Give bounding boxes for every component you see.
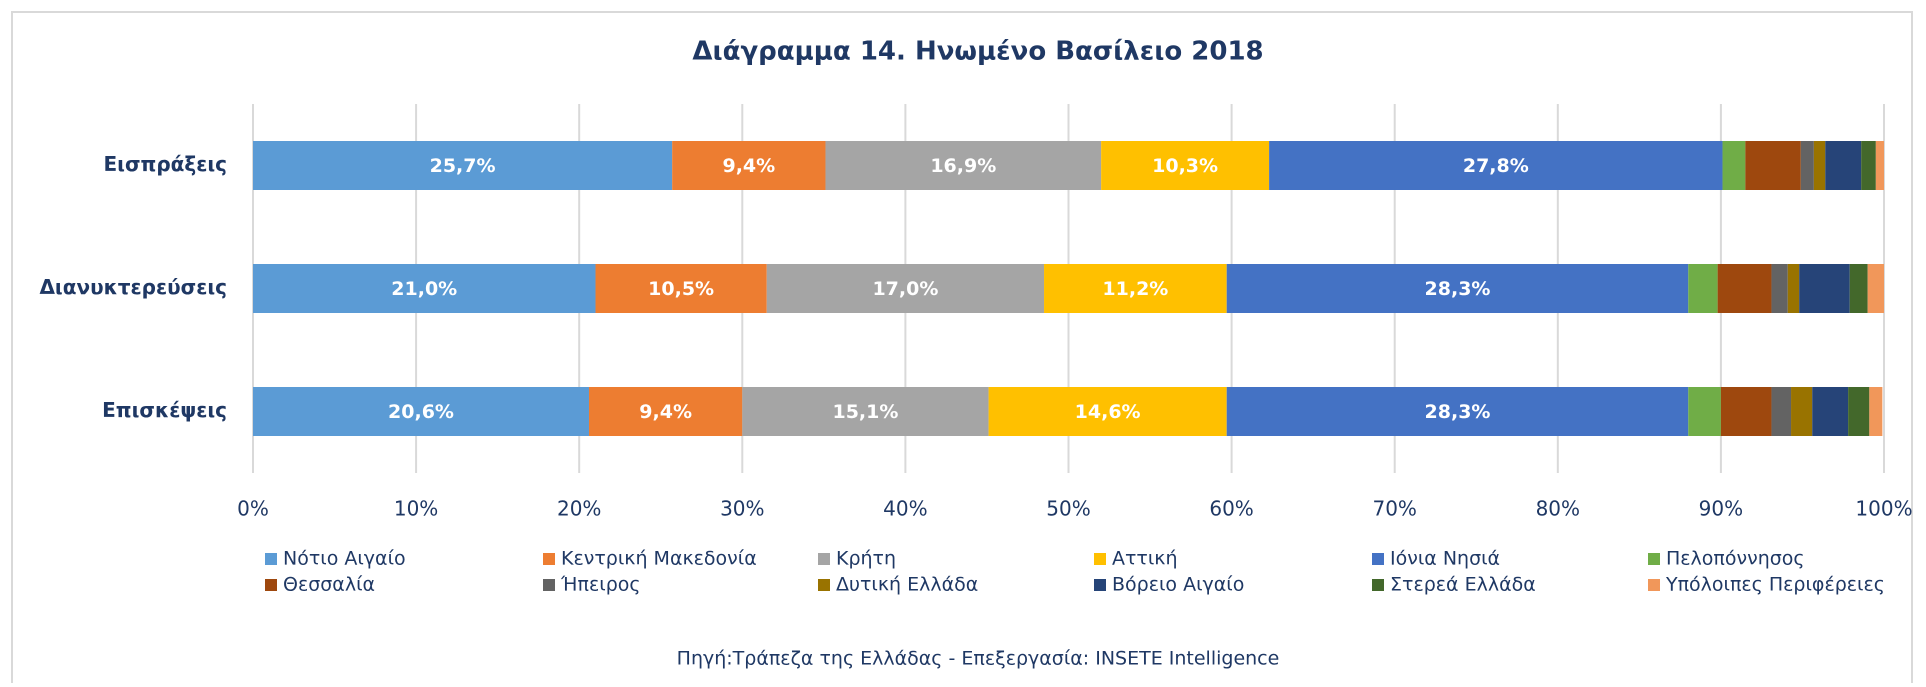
bar-segment (1869, 387, 1883, 436)
legend-label: Πελοπόννησος (1666, 548, 1805, 570)
bar-segment (988, 387, 1227, 436)
bar-segment (253, 264, 596, 313)
x-tick-label: 10% (394, 497, 438, 521)
data-label: 9,4% (722, 155, 775, 177)
bar-segment (1812, 387, 1849, 436)
data-label: 20,6% (388, 401, 454, 423)
legend-swatch (1372, 553, 1384, 565)
bar-segment (1044, 264, 1227, 313)
x-tick-label: 30% (720, 497, 764, 521)
bar-segment (1101, 141, 1270, 190)
bar-segment (1745, 141, 1801, 190)
bar-segment (1875, 141, 1884, 190)
bar-segment (588, 387, 743, 436)
legend-swatch (1372, 579, 1384, 591)
bar-segment (1720, 387, 1772, 436)
bar-segment (1722, 141, 1746, 190)
x-tick-label: 50% (1046, 497, 1090, 521)
bar-segment (1848, 387, 1870, 436)
legend-label: Ήπειρος (560, 574, 641, 596)
data-label: 25,7% (430, 155, 496, 177)
data-label: 27,8% (1463, 155, 1529, 177)
bar-segment (1825, 141, 1862, 190)
bar-segment (1771, 387, 1792, 436)
data-label: 16,9% (930, 155, 996, 177)
x-tick-label: 0% (237, 497, 269, 521)
bar-segment (672, 141, 826, 190)
legend-label: Αττική (1112, 548, 1178, 570)
legend-label: Κρήτη (836, 548, 896, 570)
legend-swatch (818, 579, 830, 591)
bar-segment (1813, 141, 1826, 190)
bar-segment (1867, 264, 1884, 313)
legend-swatch (1094, 579, 1106, 591)
legend-swatch (1648, 579, 1660, 591)
legend-label: Κεντρική Μακεδονία (561, 548, 757, 570)
bar-segment (742, 387, 989, 436)
y-tick-label: Διανυκτερεύσεις (39, 275, 227, 299)
bar-segment (1717, 264, 1772, 313)
legend-swatch (543, 553, 555, 565)
legend-swatch (1648, 553, 1660, 565)
data-label: 9,4% (639, 401, 692, 423)
bar-segment (1226, 264, 1689, 313)
data-label: 10,3% (1152, 155, 1218, 177)
x-tick-label: 100% (1855, 497, 1912, 521)
data-label: 15,1% (832, 401, 898, 423)
x-tick-label: 70% (1372, 497, 1416, 521)
x-tick-label: 60% (1209, 497, 1253, 521)
x-tick-label: 20% (557, 497, 601, 521)
x-tick-label: 90% (1699, 497, 1743, 521)
legend-swatch (265, 553, 277, 565)
legend-swatch (818, 553, 830, 565)
bar-segment (1226, 387, 1689, 436)
bar-segment (253, 141, 673, 190)
bar-segment (1799, 264, 1850, 313)
data-label: 17,0% (872, 278, 938, 300)
legend-swatch (265, 579, 277, 591)
bar-segment (595, 264, 767, 313)
data-label: 14,6% (1075, 401, 1141, 423)
chart-title: Διάγραμμα 14. Ηνωμένο Βασίλειο 2018 (692, 37, 1263, 67)
legend-label: Ιόνια Νησιά (1390, 548, 1500, 570)
data-label: 28,3% (1425, 278, 1491, 300)
source-note: Πηγή:Τράπεζα της Ελλάδας - Επεξεργασία: … (677, 648, 1280, 670)
x-tick-label: 80% (1536, 497, 1580, 521)
bar-segment (1688, 387, 1721, 436)
bar-segment (1269, 141, 1723, 190)
legend-label: Νότιο Αιγαίο (283, 548, 406, 570)
legend-swatch (543, 579, 555, 591)
bar-segment (1688, 264, 1718, 313)
data-label: 28,3% (1425, 401, 1491, 423)
legend-label: Θεσσαλία (283, 574, 375, 596)
data-label: 10,5% (648, 278, 714, 300)
legend-label: Στερεά Ελλάδα (1390, 574, 1536, 596)
bar-segment (1771, 264, 1788, 313)
data-label: 21,0% (391, 278, 457, 300)
legend-swatch (1094, 553, 1106, 565)
bar-segment (766, 264, 1045, 313)
bar-segment (1861, 141, 1876, 190)
chart-frame (11, 11, 1913, 687)
legend-label: Δυτική Ελλάδα (836, 574, 978, 596)
bar-segment (1849, 264, 1868, 313)
y-tick-label: Εισπράξεις (103, 152, 227, 176)
bar-segment (1800, 141, 1814, 190)
bar-segment (1787, 264, 1800, 313)
bar-segment (1791, 387, 1813, 436)
bar-segment (825, 141, 1102, 190)
x-tick-label: 40% (883, 497, 927, 521)
legend-label: Υπόλοιπες Περιφέρειες (1665, 574, 1885, 596)
data-label: 11,2% (1102, 278, 1168, 300)
y-tick-label: Επισκέψεις (102, 398, 227, 422)
bar-segment (253, 387, 589, 436)
legend-label: Βόρειο Αιγαίο (1112, 574, 1244, 596)
